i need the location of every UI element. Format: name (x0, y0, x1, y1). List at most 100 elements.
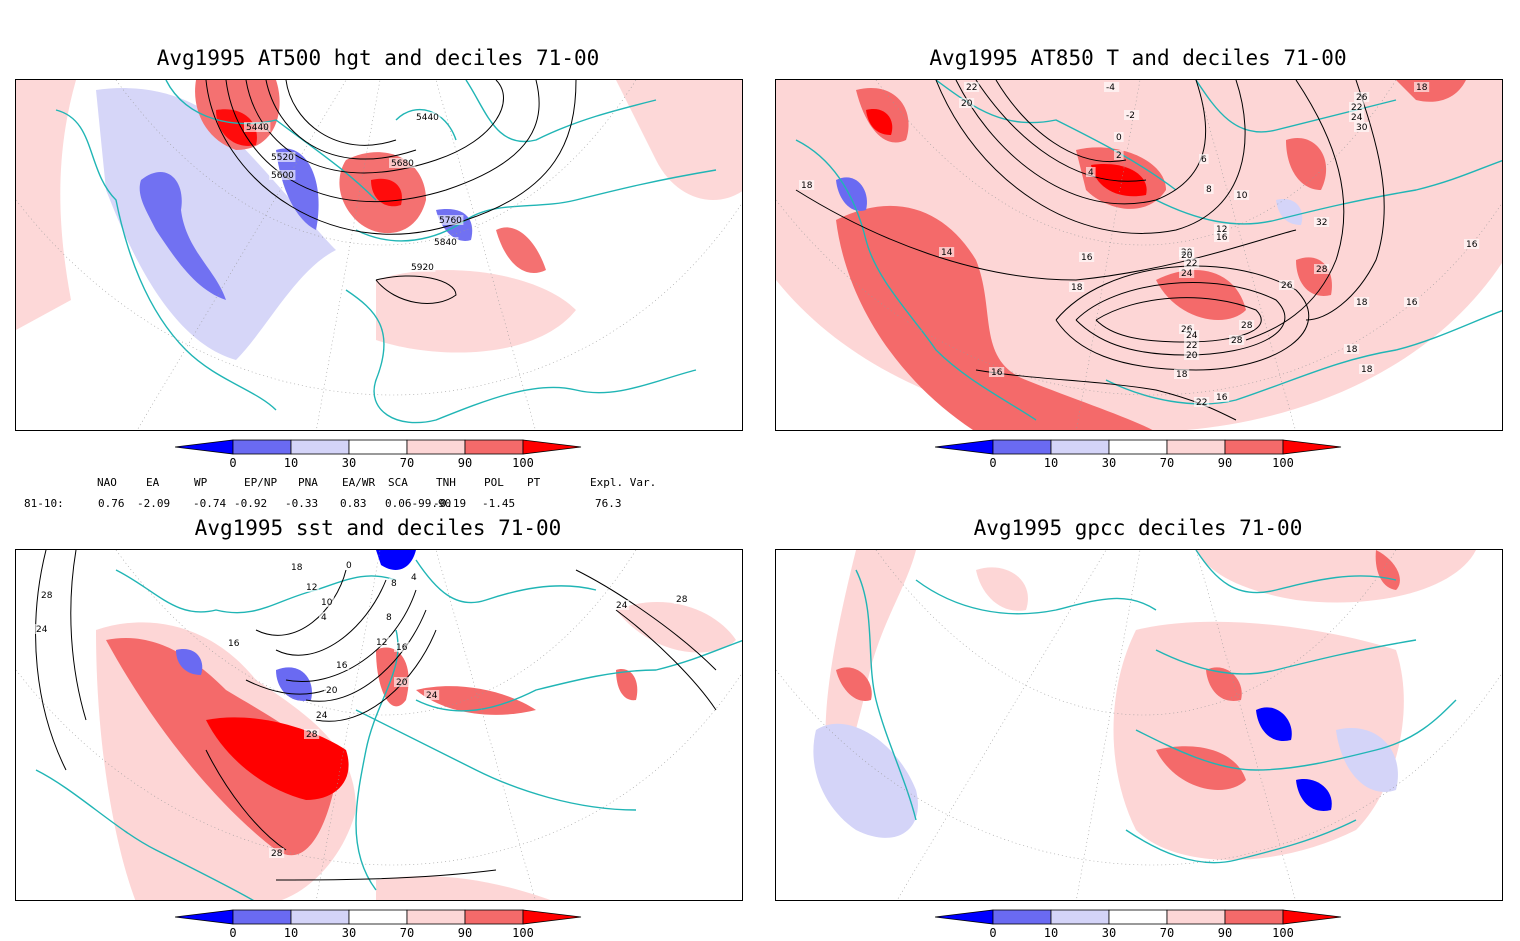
contour-label-bg (1199, 154, 1209, 164)
contour-label-bg (389, 578, 399, 588)
contour-label-bg (389, 158, 416, 168)
colorbar-segment (348, 439, 408, 455)
colorbar-segment (1166, 439, 1226, 455)
contour-label: 28 (306, 730, 318, 740)
contour-label: 22 (1186, 341, 1197, 351)
contour-label: 16 (1406, 298, 1418, 308)
index-name: Expl. Var. (590, 476, 657, 489)
contour-label: 5680 (391, 159, 414, 169)
contour-label-bg (1344, 344, 1360, 354)
colorbar-tick-label: 10 (1043, 926, 1059, 940)
contour-label: 22 (1351, 103, 1362, 113)
coastlines (855, 550, 1457, 864)
contour-label: 18 (1071, 283, 1083, 293)
colorbar-segment (1050, 439, 1110, 455)
colorbar-tick-label: 10 (1043, 456, 1059, 470)
colorbar-segment (1108, 439, 1168, 455)
index-row-label: 81-10: (24, 497, 64, 510)
colorbar-tick-label: 100 (1272, 926, 1294, 940)
contour-label-bg (1349, 112, 1365, 122)
contour-label-bg (314, 710, 330, 720)
index-value: 0.06-99.90 (385, 497, 452, 510)
colorbar-segment (1282, 909, 1342, 925)
map-panel-sst: 28 24 18 12 10 4 0 4 8 12 16 20 24 28 16 8 16 20 24 28 24 28 (15, 549, 743, 901)
contour-label: 16 (991, 368, 1003, 378)
contour-label-bg (1279, 280, 1295, 290)
grid-lines (16, 80, 742, 430)
contour-label: 12 (1216, 225, 1227, 235)
contour-label: 22 (1196, 398, 1207, 408)
contour-label: 8 (391, 579, 397, 589)
contour-label-bg (409, 262, 436, 272)
colorbar-tick-label: 100 (1272, 456, 1294, 470)
contour-labels: 2220-4-202468101216181416162220182022242… (799, 82, 1480, 408)
map-background (776, 80, 1502, 430)
contour-label: 4 (411, 573, 417, 583)
contour-label: 16 (1216, 393, 1228, 403)
contour-label-bg (1354, 297, 1370, 307)
contour-label: 10 (321, 598, 333, 608)
contour-label: 20 (326, 686, 338, 696)
contour-label: 18 (1361, 365, 1373, 375)
map-background (16, 80, 742, 360)
contour-label-bg (1184, 330, 1200, 340)
colorbar-tick-label: 70 (1159, 926, 1175, 940)
contour-label-bg (1359, 364, 1375, 374)
index-name: POL (484, 476, 504, 489)
colorbar-tick-label: 90 (457, 926, 473, 940)
contour-label-bg (1214, 232, 1230, 242)
colorbar-segment (232, 439, 292, 455)
contour-label: 4 (1088, 168, 1094, 178)
contour-label-bg (1354, 92, 1370, 102)
index-name: WP (194, 476, 208, 489)
contours (795, 80, 1385, 421)
contour-label: 24 (1351, 113, 1363, 123)
contour-label-bg (964, 82, 980, 92)
contour-label-bg (269, 170, 296, 180)
contour-label-bg (269, 152, 296, 162)
contour-label-bg (319, 612, 329, 622)
map-background (96, 550, 736, 900)
contour-label: 8 (1206, 185, 1212, 195)
contour-label: 30 (1356, 123, 1368, 133)
contour-label: 5760 (439, 216, 462, 226)
colorbar-bottom-left: 0 10 30 70 90 100 (175, 909, 585, 941)
contour-label: 20 (1181, 251, 1193, 261)
contour-label-bg (674, 594, 690, 604)
contour-label-bg (939, 247, 955, 257)
map-panel-hgt500: 5440 5440 5520 5600 5680 5760 5840 5920 (15, 79, 743, 431)
colorbar-tick-label: 30 (1101, 926, 1117, 940)
contour-label-bg (1079, 252, 1095, 262)
contour-label-bg (1069, 282, 1085, 292)
contour-label-bg (244, 122, 271, 132)
contour-label: 0 (1116, 133, 1122, 143)
contour-label-bg (1179, 250, 1195, 260)
contour-label-bg (39, 590, 55, 600)
contour-label-bg (319, 597, 335, 607)
contour-label-bg (289, 562, 305, 572)
contour-label: 16 (1081, 253, 1093, 263)
index-value: -0.74 (193, 497, 227, 510)
colorbar-segment (935, 909, 994, 925)
contour-label-bg (1314, 217, 1330, 227)
contour-label: 18 (1346, 345, 1358, 355)
contour-label-bg (1124, 110, 1140, 120)
contour-label-bg (1214, 224, 1230, 234)
contour-label-bg (432, 237, 459, 247)
index-value: -0.33 (285, 497, 319, 510)
contour-label-bg (1184, 350, 1200, 360)
contour-label: 8 (386, 613, 392, 623)
contour-label-bg (989, 367, 1005, 377)
contour-label: 16 (1466, 240, 1478, 250)
colorbar-tick-label: 30 (1101, 456, 1117, 470)
contour-label-bg (959, 98, 975, 108)
contour-label: 24 (1186, 331, 1198, 341)
contour-label-bg (1314, 264, 1330, 274)
contour-label: 26 (1356, 93, 1368, 103)
colorbar-segment (406, 439, 466, 455)
contour-label: 26 (1281, 281, 1293, 291)
contour-label: 24 (36, 625, 48, 635)
contour-label: 12 (376, 638, 387, 648)
contour-label: 22 (1186, 259, 1197, 269)
